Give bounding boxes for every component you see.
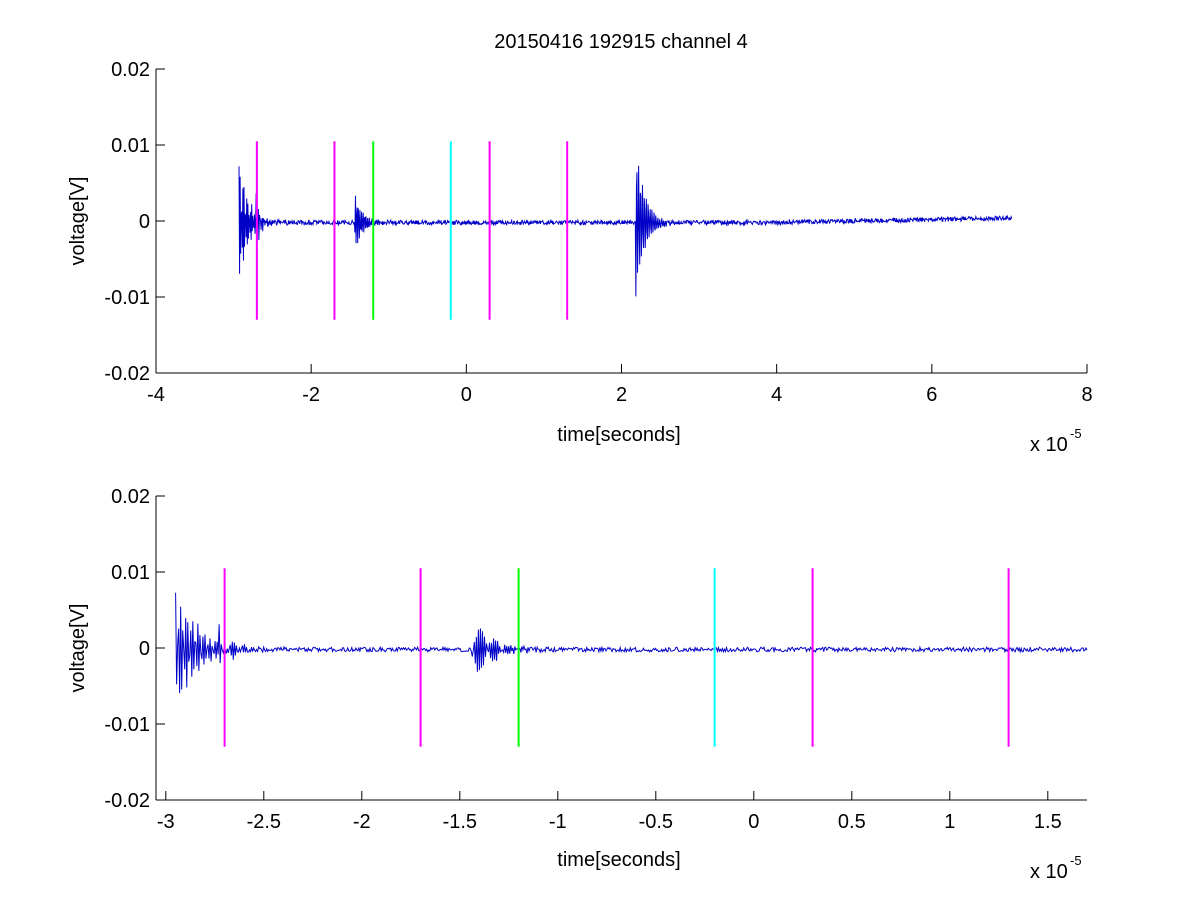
top-x-axis-label: time[seconds] [557,424,680,446]
bottom-x-tick-label: -1.5 [443,811,477,833]
bottom-markers [223,568,1010,747]
bottom-y-tick-label: -0.01 [104,714,150,736]
top-x-tick-label: -2 [302,384,320,406]
top-y-tick-label: 0.01 [111,135,150,157]
bottom-y-tick-label: 0.01 [111,562,150,584]
bottom-x-tick-label: -2 [353,811,371,833]
bottom-x-tick-label: -1 [549,811,567,833]
top-x-tick-label: 8 [1081,384,1092,406]
bottom-frame [155,496,1087,801]
top-x-tick-label: 2 [616,384,627,406]
bottom-x-multiplier-exponent: -5 [1070,853,1082,868]
bottom-x-tick-label: 0 [748,811,759,833]
bottom-y-axis-label: voltage[V] [67,604,89,693]
top-markers [255,141,569,320]
top-y-tick-label: 0.02 [111,59,150,81]
top-y-axis-label: voltage[V] [67,177,89,266]
top-x-multiplier-exponent: -5 [1070,426,1082,441]
bottom-series [175,592,1088,694]
bottom-x-tick-label: 1.5 [1034,811,1062,833]
bottom-x-multiplier: x 10 [1030,861,1068,883]
top-x-multiplier: x 10 [1030,434,1068,456]
bottom-x-tick-label: 0.5 [838,811,866,833]
top-frame [155,69,1087,374]
chart-title: 20150416 192915 channel 4 [494,31,748,53]
top-x-tick-label: 6 [926,384,937,406]
top-x-tick-label: -4 [147,384,165,406]
bottom-x-tick-label: -0.5 [639,811,673,833]
top-series [238,165,1013,297]
top-y-tick-label: 0 [139,211,150,233]
bottom-ticks: -3 -2.5 -2 -1.5 -1 -0.5 0 0.5 1 1.5 -0.02 -0.01 0 0.0… [104,486,1061,833]
bottom-x-tick-label: -3 [157,811,175,833]
bottom-x-axis-label: time[seconds] [557,849,680,871]
bottom-y-tick-label: -0.02 [104,790,150,812]
top-waveform-series [238,165,1013,297]
top-axes: -4 -2 0 2 4 6 8 -0.02 -0.01 0 0.01 0.02 time[second… [67,59,1093,456]
top-y-tick-label: -0.01 [104,287,150,309]
bottom-x-tick-label: -2.5 [247,811,281,833]
bottom-axes: -3 -2.5 -2 -1.5 -1 -0.5 0 0.5 1 1.5 -0.02 -0.01 0 0.0… [67,486,1088,883]
bottom-y-tick-label: 0.02 [111,486,150,508]
top-x-tick-label: 0 [461,384,472,406]
bottom-y-tick-label: 0 [139,638,150,660]
top-y-tick-label: -0.02 [104,363,150,385]
bottom-waveform-series [175,592,1088,694]
bottom-x-tick-label: 1 [944,811,955,833]
top-x-tick-label: 4 [771,384,782,406]
